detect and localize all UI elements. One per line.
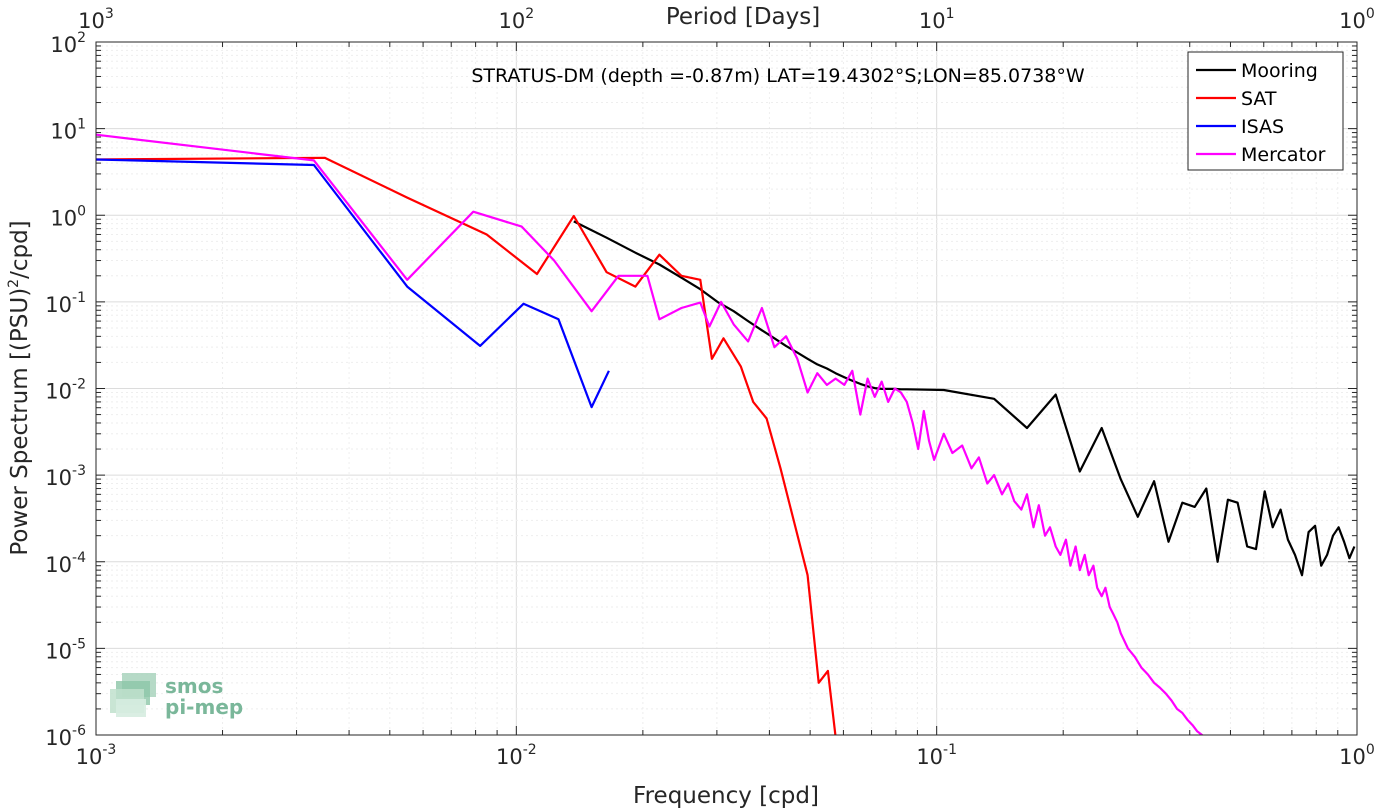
legend-label-mooring: Mooring [1241, 60, 1318, 82]
top-tick-label: 103 [78, 6, 114, 33]
y-tick-label: 10-2 [45, 377, 86, 404]
y-axis-title: Power Spectrum [(PSU)2/cpd] [6, 220, 33, 555]
top-tick-label: 102 [499, 6, 535, 33]
legend-items: Mooring SAT ISAS Mercator [1196, 60, 1326, 166]
y-axis-title-sup: 2 [6, 279, 22, 288]
y-tick-label: 10-6 [45, 723, 86, 750]
y-axis-tick-labels: 10-6 10-5 10-4 10-3 10-2 10-1 100 101 102 [45, 30, 86, 750]
grid [95, 42, 1357, 736]
series-line-mercator [96, 133, 1204, 735]
logo-text-smos: smos [165, 674, 223, 698]
x-axis-tick-labels: 10-3 10-2 10-1 100 [76, 742, 1375, 769]
logo-waves-icon [110, 673, 156, 717]
top-tick-label: 100 [1339, 6, 1375, 33]
top-tick-label: 101 [919, 6, 955, 33]
x-tick-label: 10-2 [496, 742, 537, 769]
y-tick-label: 101 [50, 117, 86, 144]
legend-label-sat: SAT [1241, 88, 1277, 110]
y-tick-label: 10-3 [45, 463, 86, 490]
series-line-mooring [573, 220, 1356, 577]
legend: Mooring SAT ISAS Mercator [1187, 51, 1344, 171]
x-tick-label: 100 [1339, 742, 1375, 769]
top-axis-title: Period [Days] [666, 4, 820, 30]
x-axis-title: Frequency [cpd] [633, 783, 819, 809]
y-axis-title-tail: /cpd] [7, 220, 33, 279]
plot-area [96, 133, 1356, 735]
logo-text-pimep: pi-mep [165, 695, 243, 719]
legend-box [1187, 51, 1344, 171]
y-tick-label: 10-4 [45, 550, 86, 577]
x-tick-label: 10-1 [916, 742, 957, 769]
ticks [95, 41, 1358, 736]
y-axis-title-main: Power Spectrum [(PSU) [7, 288, 33, 556]
chart-title: STRATUS-DM (depth =-0.87m) LAT=19.4302°S… [471, 65, 1085, 87]
y-tick-label: 10-1 [45, 290, 86, 317]
series-line-isas [96, 158, 610, 409]
legend-label-isas: ISAS [1241, 116, 1284, 138]
y-tick-label: 10-5 [45, 636, 86, 663]
y-tick-label: 100 [50, 203, 86, 230]
smos-logo: smos pi-mep [110, 673, 243, 719]
top-axis-tick-labels: 103 102 101 100 [78, 6, 1375, 33]
series-line-sat [96, 156, 837, 735]
legend-label-mercator: Mercator [1241, 144, 1326, 166]
y-tick-label: 102 [50, 30, 86, 57]
x-tick-label: 10-3 [76, 742, 117, 769]
